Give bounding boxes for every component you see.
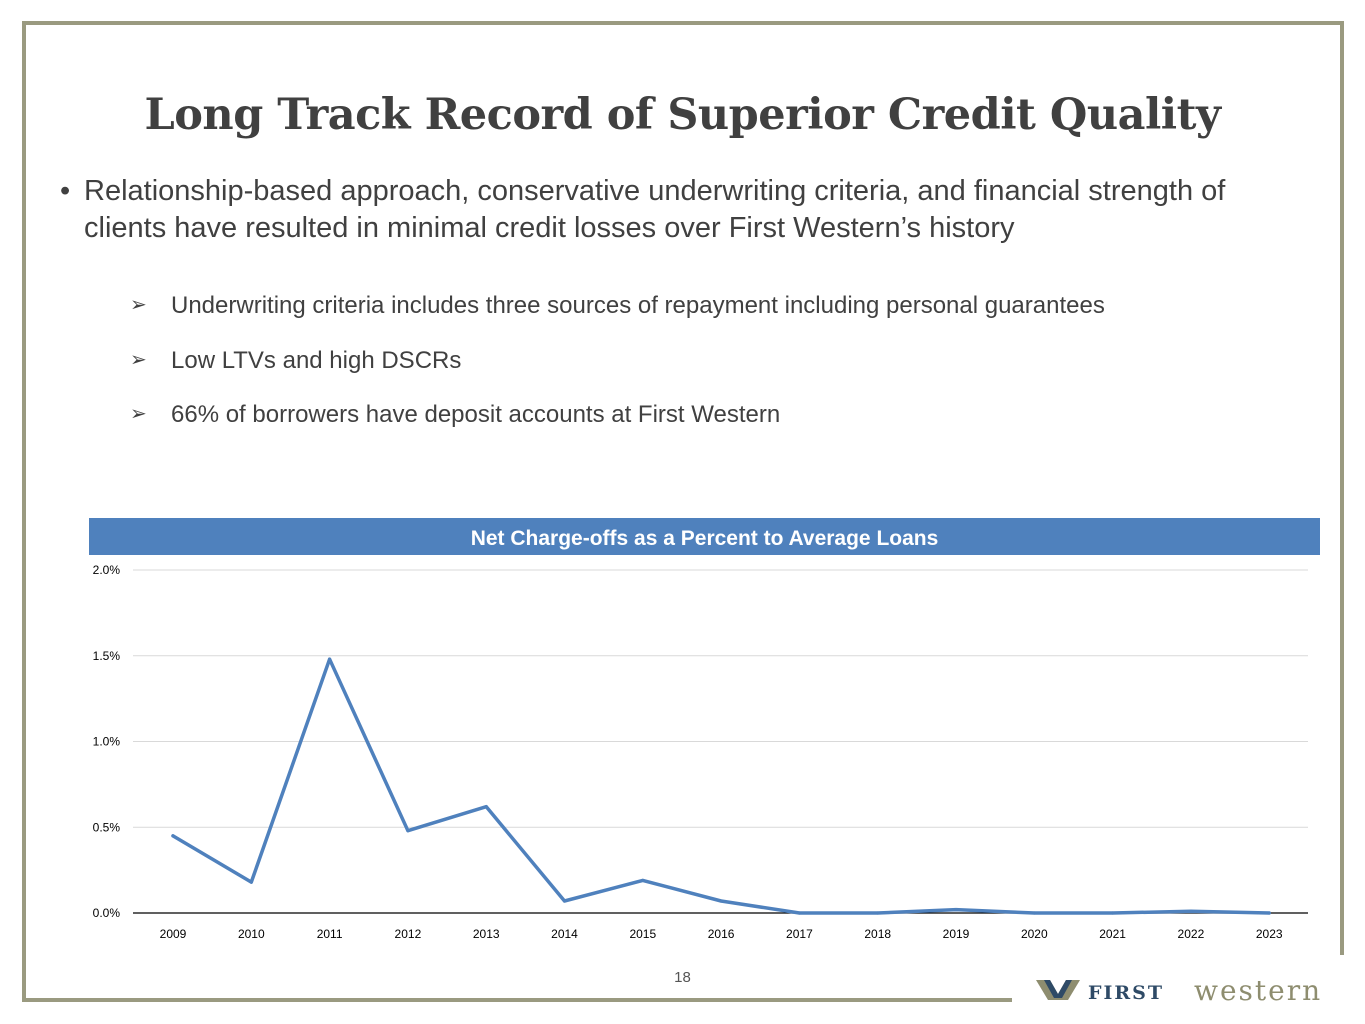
y-tick-label: 1.0% — [93, 735, 121, 749]
data-point — [562, 899, 567, 903]
series-line — [171, 657, 1271, 915]
logo-western-text: western — [1194, 974, 1323, 1007]
slide-frame-bottom — [22, 998, 1012, 1002]
data-point — [171, 834, 175, 838]
x-tick-label: 2017 — [786, 927, 813, 941]
slide-frame-right — [1340, 21, 1344, 955]
chart-title: Net Charge-offs as a Percent to Average … — [89, 518, 1320, 555]
x-tick-label: 2020 — [1021, 927, 1048, 941]
sub-bullet-text: Low LTVs and high DSCRs — [171, 347, 462, 374]
data-point — [1032, 911, 1036, 915]
data-point — [249, 880, 253, 884]
data-point — [719, 899, 723, 903]
y-tick-label: 0.0% — [93, 906, 121, 920]
x-tick-label: 2009 — [160, 927, 187, 941]
data-point — [406, 829, 410, 833]
data-point — [1189, 909, 1193, 913]
x-tick-label: 2015 — [629, 927, 656, 941]
y-tick-label: 1.5% — [93, 649, 121, 663]
fw-logo-mark-icon — [1036, 980, 1080, 1000]
x-tick-label: 2019 — [943, 927, 970, 941]
data-point — [797, 911, 802, 915]
data-point — [954, 907, 958, 912]
data-point — [876, 911, 880, 915]
x-tick-label: 2016 — [708, 927, 735, 941]
data-point — [484, 805, 488, 809]
data-point — [1267, 911, 1271, 915]
x-tick-label: 2018 — [864, 927, 891, 941]
y-tick-label: 0.5% — [93, 820, 121, 834]
data-point — [1111, 911, 1115, 915]
net-charge-offs-chart: 0.0% 0.5% 1.0% 1.5% 2.0% 2009 2010 2011 2012 2013… — [93, 563, 1308, 941]
arrow-bullet-icon: ➢ — [130, 349, 147, 371]
sub-bullet-text: Underwriting criteria includes three sou… — [171, 292, 1105, 319]
slide-title: Long Track Record of Superior Credit Qua… — [144, 90, 1221, 140]
main-bullet-text: Relationship-based approach, conservativ… — [84, 175, 1226, 244]
y-tick-label: 2.0% — [93, 563, 121, 577]
x-tick-label: 2011 — [317, 927, 343, 941]
page-number: 18 — [674, 969, 691, 986]
x-tick-label: 2023 — [1256, 927, 1283, 941]
x-tick-label: 2010 — [238, 927, 265, 941]
x-tick-label: 2014 — [551, 927, 578, 941]
x-tick-label: 2021 — [1099, 927, 1126, 941]
x-tick-label: 2022 — [1178, 927, 1205, 941]
x-tick-label: 2012 — [395, 927, 422, 941]
first-western-logo: FIRST western — [1036, 974, 1346, 1007]
sub-bullet-text: 66% of borrowers have deposit accounts a… — [171, 401, 781, 428]
data-point — [641, 878, 645, 883]
bullet-dot-icon: • — [60, 175, 71, 207]
data-point — [328, 657, 332, 661]
arrow-bullet-icon: ➢ — [130, 403, 147, 425]
x-tick-label: 2013 — [473, 927, 500, 941]
logo-first-text: FIRST — [1088, 982, 1165, 1004]
slide-frame-top — [22, 21, 1344, 25]
slide-frame-left — [22, 21, 26, 1002]
arrow-bullet-icon: ➢ — [130, 294, 147, 316]
